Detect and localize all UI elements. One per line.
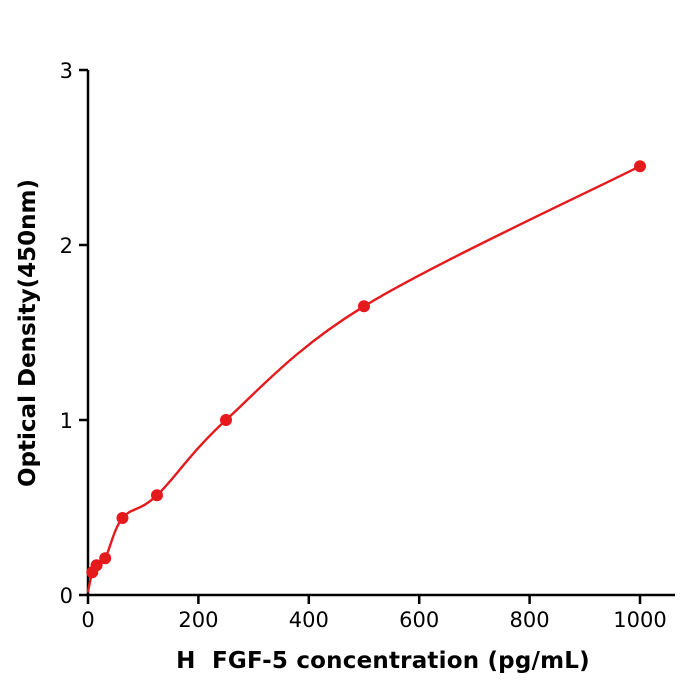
data-point: [634, 160, 646, 173]
x-tick-label: 600: [399, 608, 439, 632]
x-axis-title: H FGF-5 concentration (pg/mL): [176, 648, 590, 674]
data-point: [220, 414, 232, 426]
data-point: [116, 512, 129, 524]
data-point: [90, 559, 103, 572]
x-tick-label: 0: [81, 608, 94, 632]
y-tick-label: 3: [60, 59, 73, 83]
y-tick-label: 0: [60, 584, 73, 608]
x-tick-label: 800: [510, 608, 550, 632]
y-axis-title: Optical Density(450nm): [15, 179, 41, 487]
fitted-curve: [86, 165, 642, 593]
x-tick-label: 1000: [613, 608, 666, 632]
y-tick-label: 2: [60, 234, 73, 258]
data-point: [99, 552, 112, 565]
x-tick-label: 200: [178, 608, 218, 632]
x-tick-label: 400: [289, 608, 329, 632]
data-point: [151, 489, 163, 502]
data-point: [358, 300, 370, 313]
y-tick-label: 1: [60, 409, 73, 433]
